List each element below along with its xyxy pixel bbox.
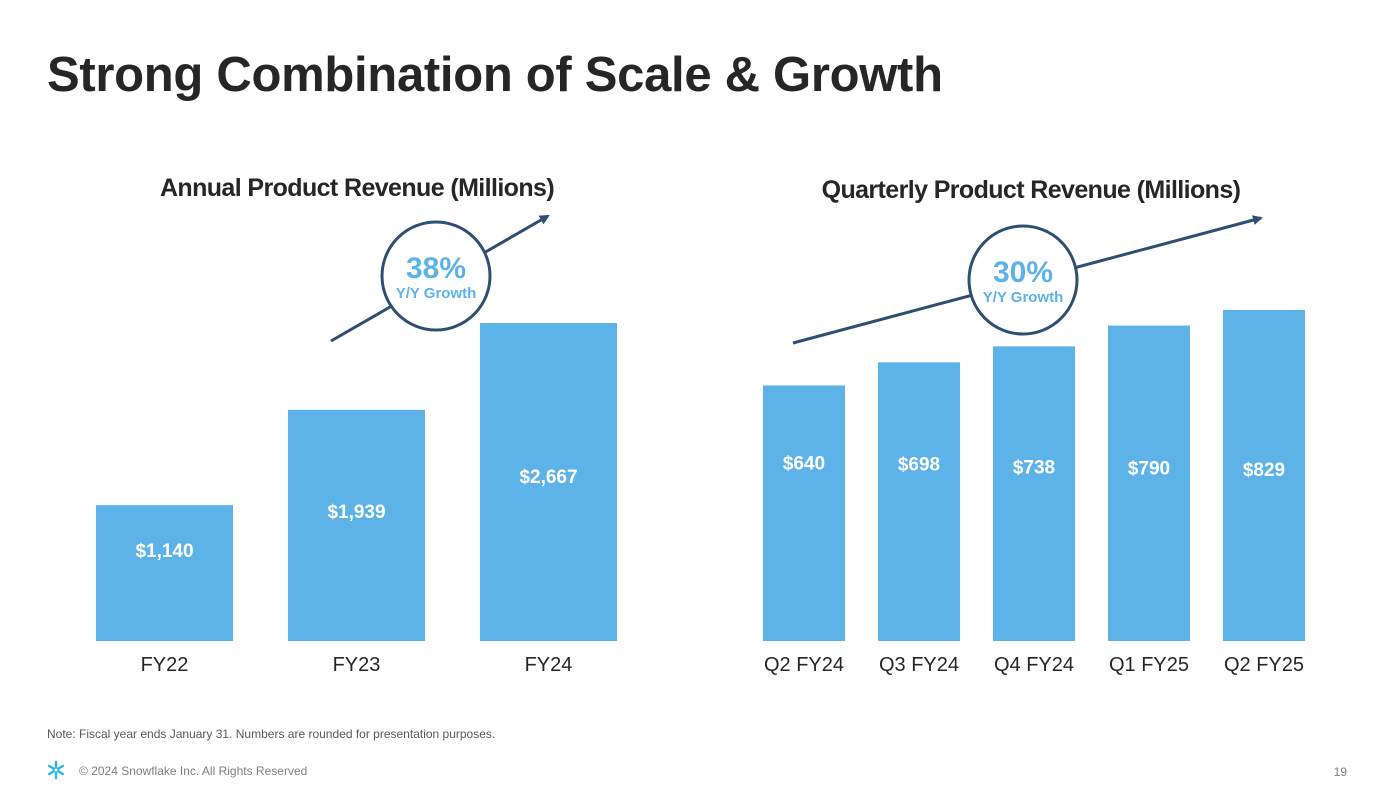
bar: [1108, 325, 1190, 641]
snowflake-logo-icon: [47, 760, 65, 780]
growth-percentage: 38%: [406, 252, 466, 285]
bar-value-label: $1,140: [135, 541, 193, 562]
bar: [288, 409, 425, 641]
bar-value-label: $698: [898, 454, 940, 475]
page-number: 19: [1333, 765, 1347, 779]
x-tick-label: Q2 FY25: [1224, 654, 1304, 676]
x-tick-label: FY23: [333, 654, 381, 676]
bar-value-label: $738: [1013, 457, 1055, 478]
footnote: Note: Fiscal year ends January 31. Numbe…: [47, 727, 496, 741]
bar-value-label: $1,939: [327, 502, 385, 523]
growth-badge: [967, 224, 1079, 336]
slide-title: Strong Combination of Scale & Growth: [47, 48, 943, 102]
copyright-text: © 2024 Snowflake Inc. All Rights Reserve…: [79, 764, 308, 778]
growth-label: Y/Y Growth: [983, 289, 1064, 306]
bar-value-label: $829: [1243, 460, 1285, 481]
x-tick-label: Q2 FY24: [764, 654, 844, 676]
x-tick-label: Q3 FY24: [879, 654, 959, 676]
growth-percentage: 30%: [993, 256, 1053, 289]
chart-title: Annual Product Revenue (Millions): [160, 174, 554, 202]
x-tick-label: Q1 FY25: [1109, 654, 1189, 676]
growth-badge: [380, 220, 492, 332]
x-tick-label: Q4 FY24: [994, 654, 1074, 676]
bar: [763, 385, 845, 641]
chart-title: Quarterly Product Revenue (Millions): [822, 176, 1241, 204]
bar: [96, 505, 233, 641]
bar-value-label: $2,667: [519, 467, 577, 488]
bar: [480, 323, 617, 641]
bar: [1223, 310, 1305, 641]
x-tick-label: FY22: [141, 654, 189, 676]
bar: [993, 346, 1075, 641]
bar-value-label: $640: [783, 453, 825, 474]
bar-value-label: $790: [1128, 459, 1170, 480]
x-tick-label: FY24: [525, 654, 573, 676]
bar: [878, 362, 960, 641]
growth-label: Y/Y Growth: [396, 285, 477, 302]
